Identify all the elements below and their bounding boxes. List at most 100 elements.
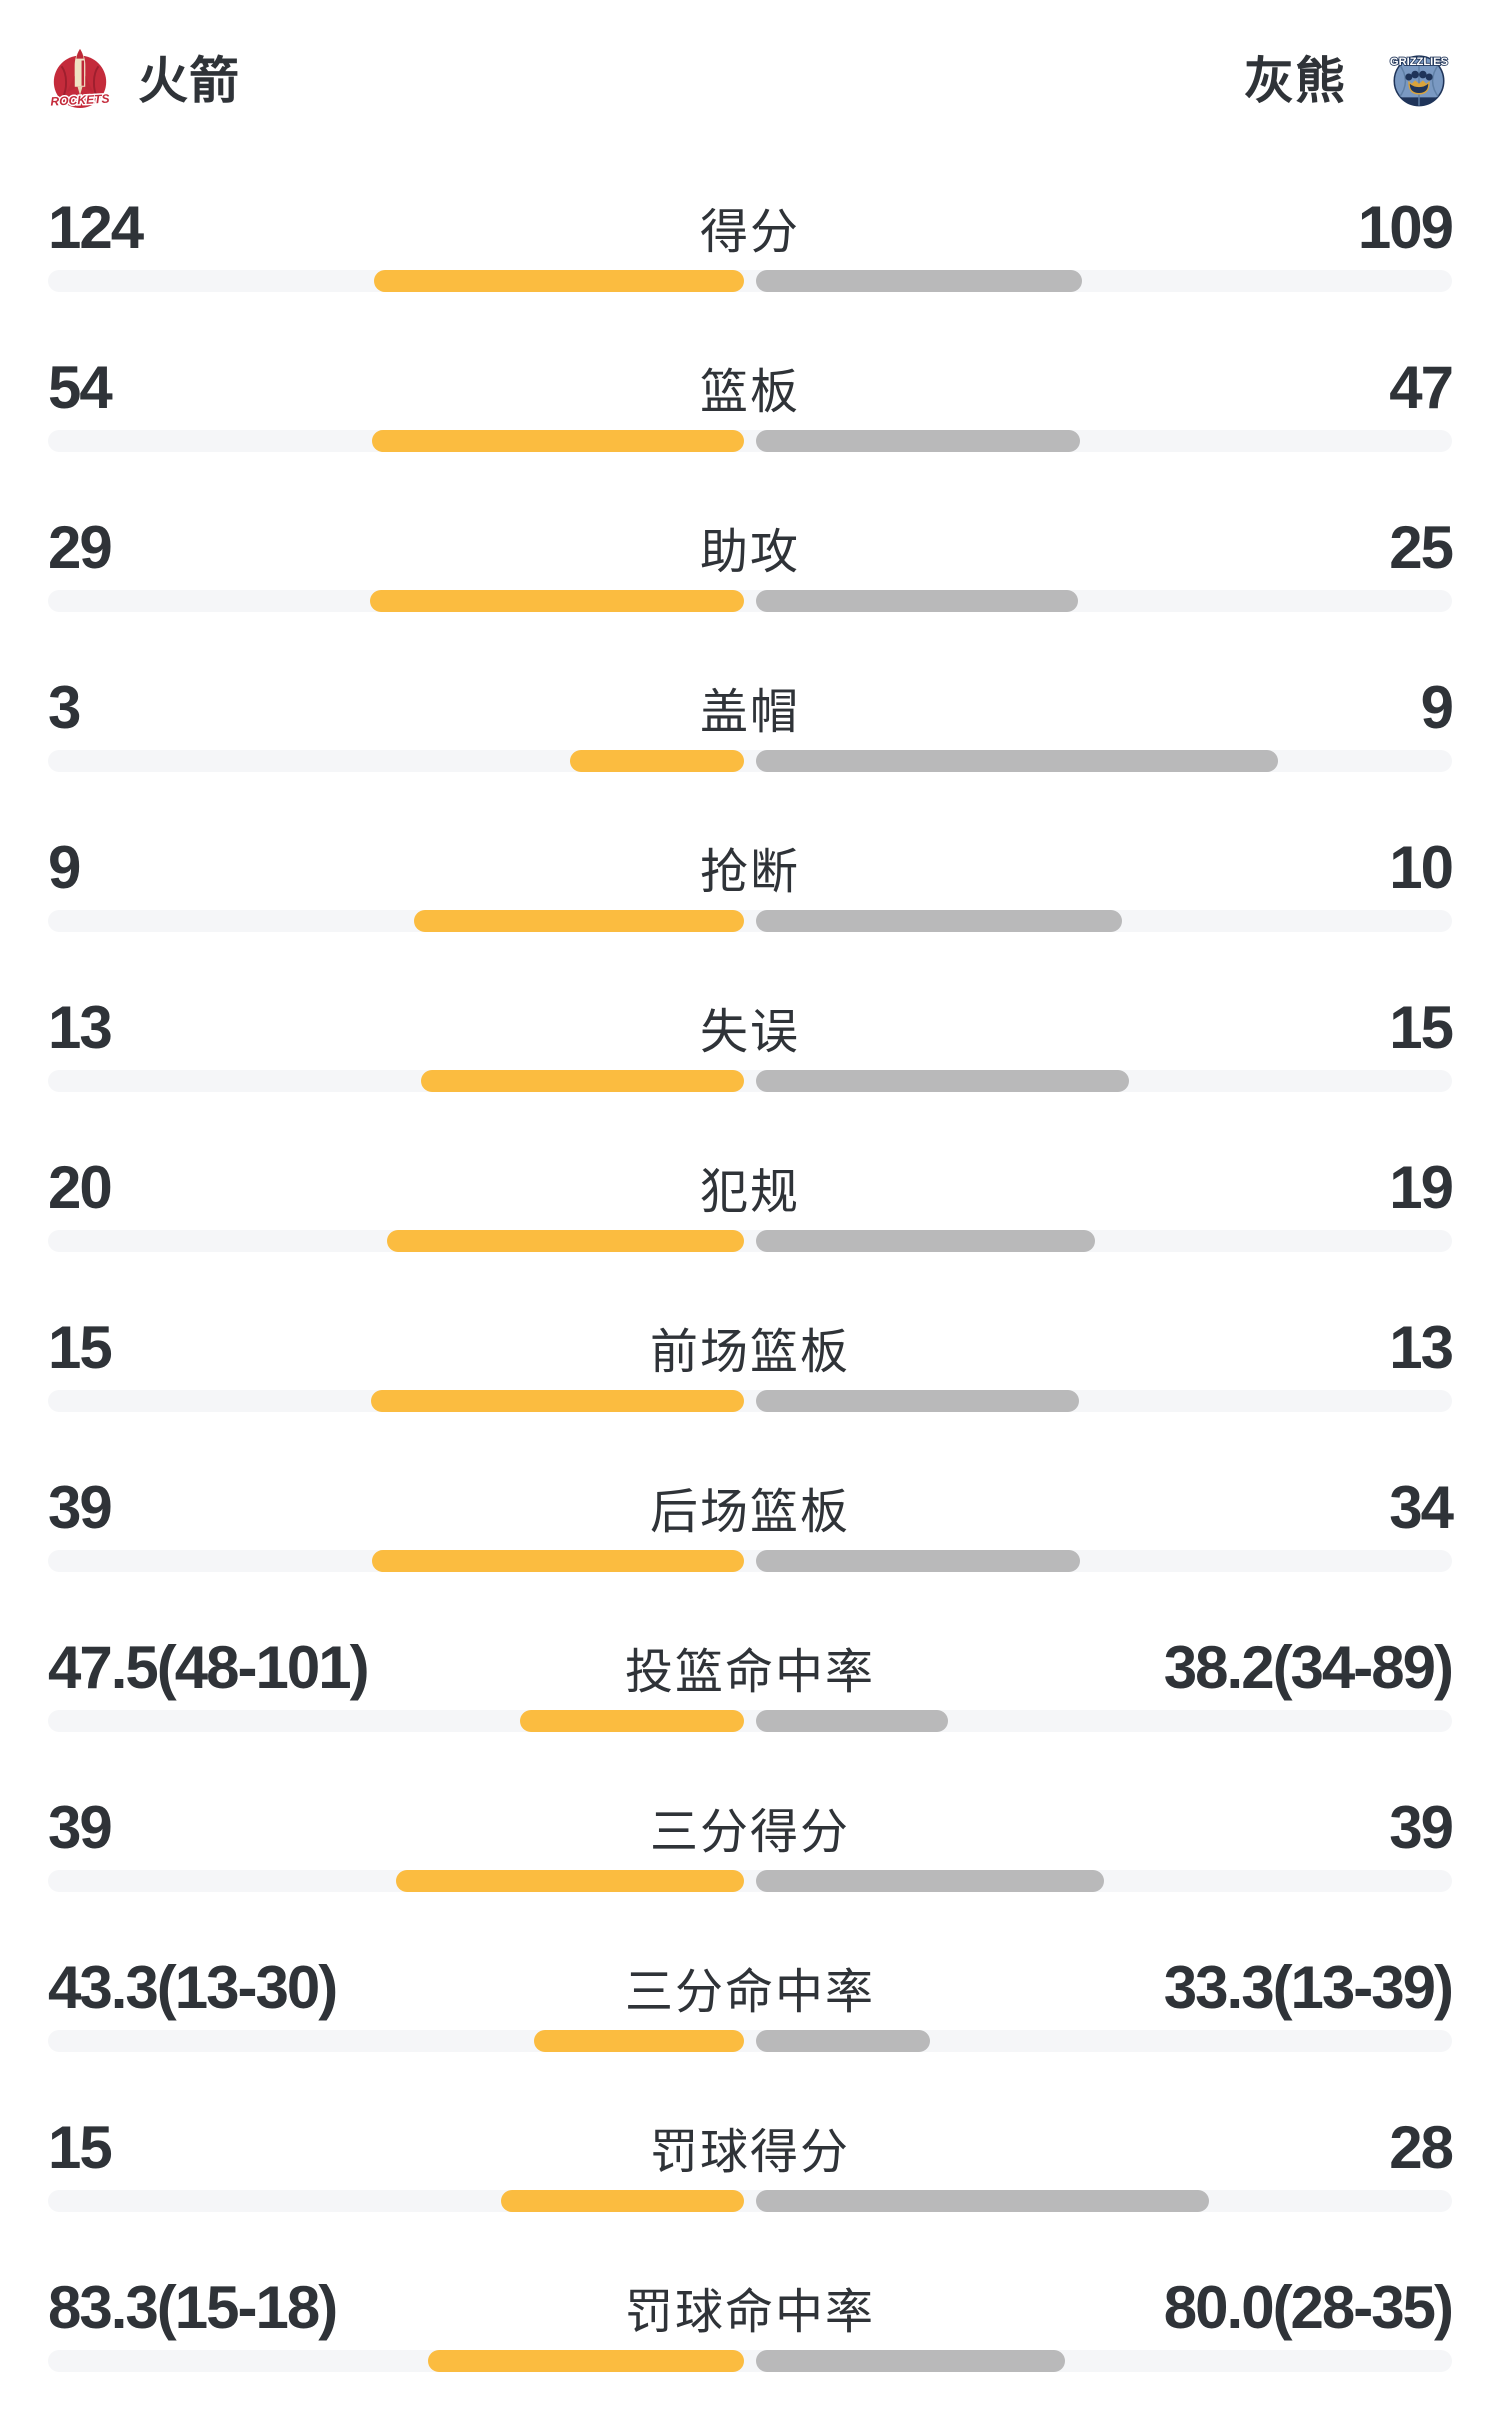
home-bar (533, 2030, 744, 2052)
stat-bar-track (48, 1870, 1452, 1892)
away-bar (756, 1550, 1081, 1572)
away-value: 10 (1389, 833, 1454, 901)
stat-bar-track (48, 910, 1452, 932)
stat-row: 39 后场篮板 34 (0, 1470, 1500, 1630)
stat-values-line: 43.3(13-30) 三分命中率 33.3(13-39) (48, 1950, 1454, 2024)
away-value: 33.3(13-39) (1163, 1953, 1454, 2021)
away-value: 9 (1420, 673, 1454, 741)
home-bar (373, 270, 744, 292)
stat-label: 篮板 (699, 366, 801, 419)
stat-label: 失误 (699, 1006, 801, 1059)
away-bar (756, 1870, 1104, 1892)
away-bar (756, 1230, 1096, 1252)
stat-row: 13 失误 15 (0, 990, 1500, 1150)
stat-label: 助攻 (699, 526, 801, 579)
grizzlies-logo-icon: GRIZZLIES (1389, 55, 1449, 107)
svg-text:GRIZZLIES: GRIZZLIES (1390, 56, 1448, 68)
stat-label: 罚球得分 (649, 2126, 851, 2179)
stat-row: 47.5(48-101) 投篮命中率 38.2(34-89) (0, 1630, 1500, 1790)
stat-values-line: 20 犯规 19 (48, 1150, 1454, 1224)
home-value: 54 (48, 353, 113, 421)
stat-values-line: 124 得分 109 (48, 190, 1454, 264)
stat-bar-track (48, 2030, 1452, 2052)
home-bar (570, 750, 744, 772)
away-value: 109 (1357, 193, 1454, 261)
away-bar (756, 910, 1123, 932)
stat-label: 得分 (699, 206, 801, 259)
home-bar (387, 1230, 744, 1252)
away-bar (756, 1710, 949, 1732)
stat-label: 犯规 (699, 1166, 801, 1219)
team-away[interactable]: 灰熊 GRIZZLIES (1244, 41, 1452, 113)
stat-bar-track (48, 750, 1452, 772)
stat-row: 9 抢断 10 (0, 830, 1500, 990)
home-value: 3 (48, 673, 81, 741)
home-value: 39 (48, 1473, 113, 1541)
away-bar (756, 270, 1082, 292)
stat-values-line: 13 失误 15 (48, 990, 1454, 1064)
away-bar (756, 1390, 1080, 1412)
stat-bar-track (48, 1390, 1452, 1412)
home-bar (372, 1550, 744, 1572)
home-bar (501, 2190, 744, 2212)
away-bar (756, 750, 1278, 772)
home-value: 124 (48, 193, 144, 261)
stat-values-line: 15 罚球得分 28 (48, 2110, 1454, 2184)
stat-row: 54 篮板 47 (0, 350, 1500, 510)
stat-bar-track (48, 270, 1452, 292)
away-bar (756, 1070, 1129, 1092)
away-value: 34 (1389, 1473, 1454, 1541)
stat-bar-track (48, 1710, 1452, 1732)
away-bar (756, 2350, 1066, 2372)
stat-row: 3 盖帽 9 (0, 670, 1500, 830)
stat-values-line: 15 前场篮板 13 (48, 1310, 1454, 1384)
svg-text:ROCKETS: ROCKETS (50, 92, 110, 109)
stat-values-line: 39 三分得分 39 (48, 1790, 1454, 1864)
stat-values-line: 29 助攻 25 (48, 510, 1454, 584)
home-bar (371, 430, 744, 452)
home-bar (519, 1710, 744, 1732)
away-value: 15 (1389, 993, 1454, 1061)
away-bar (756, 2030, 930, 2052)
stat-bar-track (48, 590, 1452, 612)
home-value: 43.3(13-30) (48, 1953, 338, 2021)
stat-label: 三分得分 (649, 1806, 851, 1859)
home-value: 15 (48, 2113, 113, 2181)
away-value: 38.2(34-89) (1163, 1633, 1454, 1701)
stat-values-line: 47.5(48-101) 投篮命中率 38.2(34-89) (48, 1630, 1454, 1704)
match-stats-header: ROCKETS 火箭 灰熊 GRIZZLIES (48, 42, 1452, 112)
stat-values-line: 9 抢断 10 (48, 830, 1454, 904)
home-value: 15 (48, 1313, 113, 1381)
home-bar (370, 590, 744, 612)
stat-values-line: 83.3(15-18) 罚球命中率 80.0(28-35) (48, 2270, 1454, 2344)
stat-row: 20 犯规 19 (0, 1150, 1500, 1310)
away-value: 25 (1389, 513, 1454, 581)
home-value: 20 (48, 1153, 113, 1221)
stat-bar-track (48, 2350, 1452, 2372)
away-value: 39 (1389, 1793, 1454, 1861)
stat-values-line: 54 篮板 47 (48, 350, 1454, 424)
stat-label: 盖帽 (699, 686, 801, 739)
stat-row: 15 前场篮板 13 (0, 1310, 1500, 1470)
stat-label: 罚球命中率 (624, 2286, 876, 2339)
stat-label: 抢断 (699, 846, 801, 899)
away-team-name: 灰熊 (1244, 53, 1346, 109)
stat-values-line: 3 盖帽 9 (48, 670, 1454, 744)
stat-label: 前场篮板 (649, 1326, 851, 1379)
home-value: 29 (48, 513, 113, 581)
rockets-logo-icon: ROCKETS (49, 48, 111, 110)
home-bar (427, 2350, 744, 2372)
away-value: 13 (1389, 1313, 1454, 1381)
team-home[interactable]: ROCKETS 火箭 (48, 41, 240, 113)
home-bar (414, 910, 744, 932)
stat-row: 43.3(13-30) 三分命中率 33.3(13-39) (0, 1950, 1500, 2110)
stat-bar-track (48, 2190, 1452, 2212)
stat-label: 后场篮板 (649, 1486, 851, 1539)
home-value: 39 (48, 1793, 113, 1861)
stat-row: 83.3(15-18) 罚球命中率 80.0(28-35) (0, 2270, 1500, 2430)
stat-bar-track (48, 1550, 1452, 1572)
away-bar (756, 590, 1079, 612)
away-value: 47 (1389, 353, 1454, 421)
home-bar (371, 1390, 744, 1412)
stat-bar-track (48, 430, 1452, 452)
